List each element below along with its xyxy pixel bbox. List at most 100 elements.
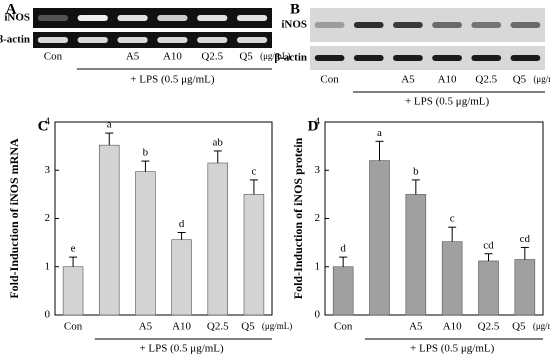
- significance-letter: a: [377, 127, 382, 139]
- bar: [369, 160, 390, 316]
- row-label: iNOS: [281, 19, 307, 31]
- lane-label: A5: [139, 321, 153, 333]
- lane-label: Q5: [513, 74, 527, 86]
- unit-label: (μg/mL): [533, 321, 550, 331]
- panel-label: A: [6, 1, 17, 17]
- blot-band: [117, 37, 148, 43]
- lane-label: A5: [126, 51, 140, 63]
- blot-band: [236, 15, 268, 21]
- lane-label: A10: [163, 51, 182, 63]
- bar: [99, 144, 120, 316]
- blot-band: [353, 55, 384, 61]
- row-label: β-actin: [0, 34, 30, 46]
- blot-band: [117, 15, 148, 21]
- lane-label: A10: [172, 321, 191, 333]
- significance-letter: d: [179, 218, 185, 230]
- blot-band: [393, 22, 423, 28]
- y-tick-label: 4: [315, 116, 321, 128]
- blot-band: [157, 15, 188, 21]
- bar: [62, 266, 84, 316]
- plot-frame: [54, 121, 273, 316]
- y-tick-label: 1: [45, 260, 51, 272]
- bar: [441, 241, 463, 316]
- y-tick-label: 2: [315, 212, 321, 224]
- y-tick-label: 0: [45, 309, 51, 321]
- lane-label: Con: [334, 321, 353, 333]
- blot-band: [37, 37, 69, 43]
- blot-band: [471, 55, 502, 61]
- blot-band: [471, 22, 502, 28]
- lane-label: Q5: [239, 51, 253, 63]
- bar: [478, 260, 499, 316]
- significance-letter: a: [107, 119, 112, 131]
- bar: [332, 266, 354, 316]
- blot-band: [157, 37, 188, 43]
- lane-label: A10: [438, 74, 457, 86]
- lane-label: Con: [44, 51, 63, 63]
- significance-letter: b: [143, 147, 149, 159]
- row-label: β-actin: [274, 52, 307, 64]
- y-axis-label: Fold-Induction of iNOS protein: [291, 137, 305, 299]
- lane-label: A10: [443, 321, 462, 333]
- blot-band: [236, 37, 268, 43]
- blot-band: [510, 55, 541, 61]
- bar: [171, 239, 192, 316]
- group-label: + LPS (0.5 μg/mL): [405, 96, 490, 108]
- unit-label: (μg/mL): [260, 51, 290, 61]
- y-tick-label: 1: [315, 260, 321, 272]
- lane-label: Q2.5: [478, 321, 500, 333]
- unit-label: (μg/mL): [533, 74, 550, 84]
- lane-label: A5: [409, 321, 423, 333]
- blot-band: [432, 22, 462, 28]
- lane-label: Con: [64, 321, 83, 333]
- y-tick-label: 2: [45, 212, 51, 224]
- blot-row: [310, 46, 545, 70]
- row-label: iNOS: [4, 12, 30, 24]
- lane-label: Q2.5: [207, 321, 229, 333]
- lane-label: Q2.5: [201, 51, 223, 63]
- significance-letter: cd: [483, 239, 494, 251]
- significance-letter: d: [340, 243, 346, 255]
- significance-letter: c: [450, 213, 455, 225]
- blot-band: [353, 22, 384, 28]
- y-tick-label: 4: [45, 116, 51, 128]
- blot-band: [314, 55, 345, 61]
- blot-band: [314, 22, 345, 28]
- significance-letter: c: [251, 165, 256, 177]
- significance-letter: ab: [213, 136, 224, 148]
- blot-row: [33, 32, 272, 48]
- bar: [207, 162, 228, 316]
- y-tick-label: 3: [45, 164, 51, 176]
- lane-label: Con: [320, 74, 339, 86]
- panel-label: B: [290, 1, 300, 17]
- blot-band: [393, 55, 423, 61]
- blot-band: [77, 15, 108, 21]
- blot-band: [37, 15, 69, 21]
- bar: [243, 194, 265, 316]
- unit-label: (μg/mL): [262, 321, 292, 331]
- significance-letter: b: [413, 165, 419, 177]
- bar: [405, 194, 427, 316]
- plot-frame: [324, 121, 544, 316]
- lane-label: Q2.5: [475, 74, 497, 86]
- blot-band: [77, 37, 108, 43]
- lane-label: Q5: [512, 321, 526, 333]
- panel-label: C: [38, 118, 49, 134]
- bar: [135, 171, 156, 316]
- lane-label: Q5: [241, 321, 255, 333]
- group-label: + LPS (0.5 μg/mL): [130, 74, 215, 86]
- group-label: + LPS (0.5 μg/mL): [410, 343, 495, 355]
- y-tick-label: 3: [315, 164, 321, 176]
- group-label: + LPS (0.5 μg/mL): [139, 343, 224, 355]
- blot-band: [197, 15, 228, 21]
- bar: [514, 259, 536, 316]
- significance-letter: cd: [520, 233, 531, 245]
- blot-band: [197, 37, 228, 43]
- blot-row: [310, 8, 545, 42]
- blot-row: [33, 8, 272, 28]
- blot-band: [432, 55, 462, 61]
- panel-label: D: [308, 118, 319, 134]
- y-axis-label: Fold-Induction of iNOS mRNA: [7, 138, 21, 299]
- blot-band: [510, 22, 541, 28]
